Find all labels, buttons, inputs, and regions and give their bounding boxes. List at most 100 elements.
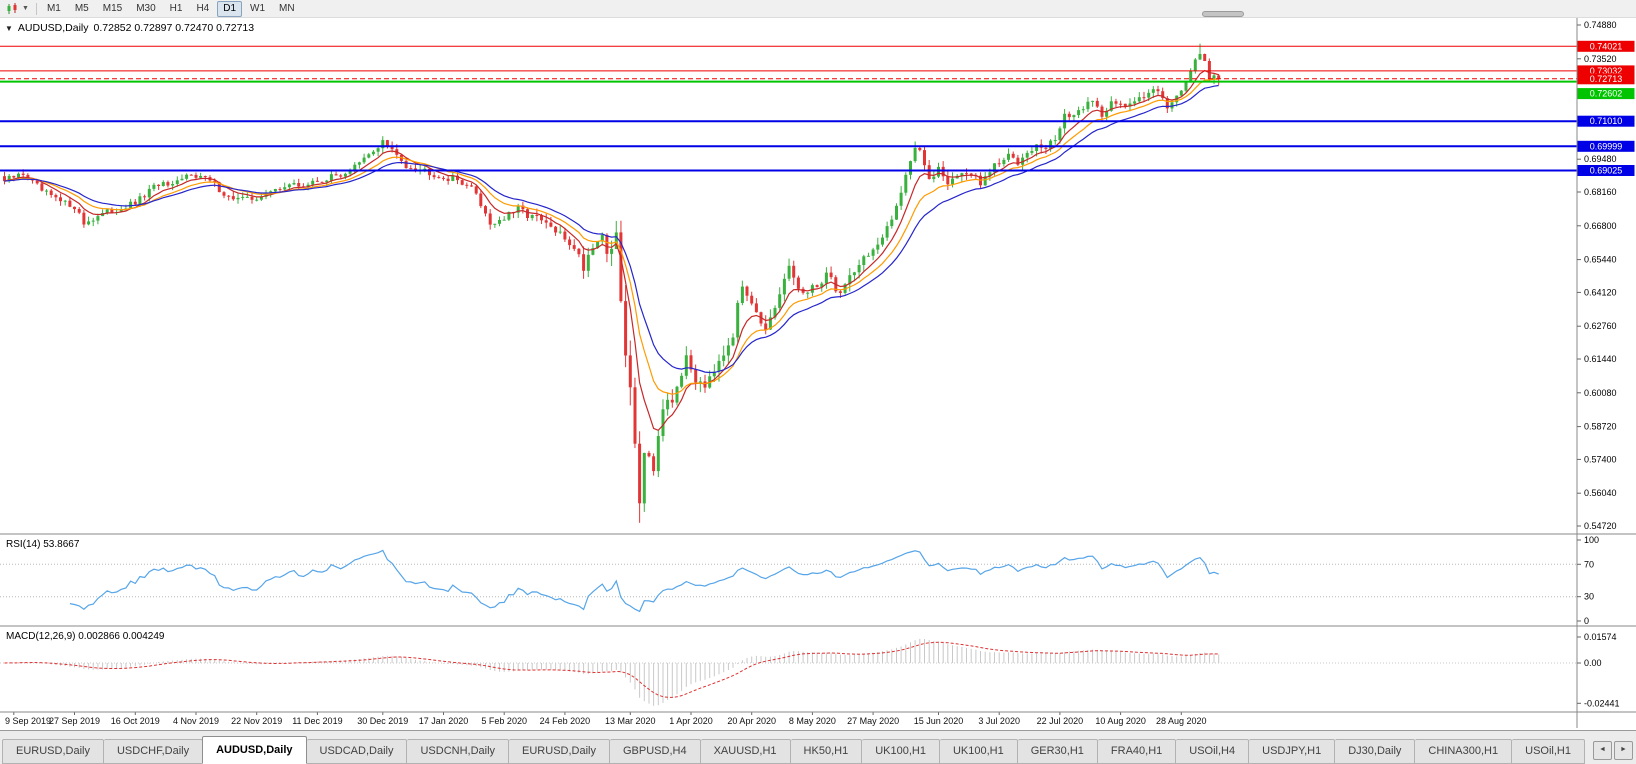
chart-tabs: EURUSD,Daily USDCHF,Daily AUDUSD,Daily USDC…	[2, 736, 1585, 764]
toolbar-separator	[35, 2, 37, 15]
chart-tab-5-eurusd-daily[interactable]: EURUSD,Daily	[509, 739, 610, 764]
svg-text:5 Feb 2020: 5 Feb 2020	[481, 716, 527, 726]
chart-tab-13-usoil-h4[interactable]: USOil,H4	[1176, 739, 1250, 764]
macd-signal-line	[4, 641, 1219, 698]
chart-tab-8-hk50-h1[interactable]: HK50,H1	[790, 739, 863, 764]
price-level-label-0.69025: 0.69025	[1577, 165, 1635, 176]
price-level-label-0.72602: 0.72602	[1577, 88, 1635, 100]
chart-type-button[interactable]: ▼	[3, 2, 32, 15]
svg-text:13 Mar 2020: 13 Mar 2020	[605, 716, 656, 726]
chart-tab-11-ger30-h1[interactable]: GER30,H1	[1017, 739, 1098, 764]
svg-text:16 Oct 2019: 16 Oct 2019	[111, 716, 160, 726]
chart-dropdown-caret[interactable]: ▼	[5, 23, 13, 33]
price-level-label-0.72713: 0.72713	[1577, 73, 1635, 85]
ma-line-mid	[4, 78, 1219, 395]
price-level-label-0.69999: 0.69999	[1577, 140, 1635, 152]
timeframe-toolbar: ▼ M1 M5 M15 M30 H1 H4 D1 W1 MN	[0, 0, 1636, 18]
candles-layer	[3, 43, 1221, 523]
chart-tab-1-usdchf-daily[interactable]: USDCHF,Daily	[103, 739, 204, 764]
svg-text:30: 30	[1584, 592, 1594, 602]
chart-tab-12-fra40-h1[interactable]: FRA40,H1	[1097, 739, 1177, 764]
svg-text:27 Sep 2019: 27 Sep 2019	[49, 716, 100, 726]
svg-text:0.58720: 0.58720	[1584, 422, 1617, 432]
svg-text:0.74880: 0.74880	[1584, 20, 1617, 30]
tabs-scroll-right-button[interactable]: ►	[1614, 741, 1633, 760]
svg-text:1 Apr 2020: 1 Apr 2020	[669, 716, 713, 726]
svg-text:0.00: 0.00	[1584, 658, 1602, 668]
timeframe-button-m15[interactable]: M15	[102, 2, 123, 14]
chart-tab-16-china300-h1[interactable]: CHINA300,H1	[1415, 739, 1513, 764]
chart-tabs-bar: EURUSD,Daily USDCHF,Daily AUDUSD,Daily USDC…	[0, 730, 1636, 764]
chart-tab-0-eurusd-daily[interactable]: EURUSD,Daily	[2, 739, 104, 764]
svg-text:0.69025: 0.69025	[1590, 166, 1623, 176]
timeframe-button-m1[interactable]: M1	[46, 2, 61, 14]
chart-scrollbar-thumb[interactable]	[1202, 11, 1244, 17]
svg-text:0.65440: 0.65440	[1584, 255, 1617, 265]
svg-text:0.68160: 0.68160	[1584, 187, 1617, 197]
svg-text:8 May 2020: 8 May 2020	[789, 716, 836, 726]
svg-text:20 Apr 2020: 20 Apr 2020	[727, 716, 776, 726]
chart-tab-4-usdcnh-daily[interactable]: USDCNH,Daily	[407, 739, 510, 764]
rsi-label: RSI(14) 53.8667	[6, 539, 80, 550]
svg-text:0.60080: 0.60080	[1584, 388, 1617, 398]
timeframe-button-m5[interactable]: M5	[74, 2, 89, 14]
svg-text:0.66800: 0.66800	[1584, 221, 1617, 231]
svg-text:10 Aug 2020: 10 Aug 2020	[1095, 716, 1146, 726]
svg-text:0.57400: 0.57400	[1584, 454, 1617, 464]
timeframe-button-d1[interactable]: D1	[217, 0, 243, 17]
price-level-label-0.74021: 0.74021	[1577, 40, 1635, 52]
svg-text:100: 100	[1584, 535, 1599, 545]
svg-text:15 Jun 2020: 15 Jun 2020	[914, 716, 964, 726]
chart-tab-14-usdjpy-h1[interactable]: USDJPY,H1	[1249, 739, 1336, 764]
svg-text:9 Sep 2019: 9 Sep 2019	[5, 716, 51, 726]
chart-tab-6-gbpusd-h4[interactable]: GBPUSD,H4	[610, 739, 701, 764]
svg-text:22 Nov 2019: 22 Nov 2019	[231, 716, 282, 726]
timeframe-buttons: M1 M5 M15 M30 H1 H4 D1 W1 MN	[41, 0, 301, 17]
svg-text:-0.02441: -0.02441	[1584, 698, 1620, 708]
chart-tab-2-audusd-daily[interactable]: AUDUSD,Daily	[202, 736, 307, 764]
svg-text:0.01574: 0.01574	[1584, 632, 1617, 642]
macd-histogram	[8, 638, 1220, 706]
svg-text:70: 70	[1584, 559, 1594, 569]
svg-text:0: 0	[1584, 616, 1589, 626]
rsi-line	[69, 549, 1219, 613]
ma-line-fast	[4, 69, 1219, 432]
price-axis: 0.74880 0.73520 0.69480 0.68160 0.66800 0.654…	[1576, 18, 1635, 728]
chart-tab-3-usdcad-daily[interactable]: USDCAD,Daily	[306, 739, 408, 764]
chart-window[interactable]: 0.74880 0.73520 0.69480 0.68160 0.66800 0.654…	[0, 18, 1636, 730]
chart-tab-7-xauusd-h1[interactable]: XAUUSD,H1	[700, 739, 791, 764]
svg-text:17 Jan 2020: 17 Jan 2020	[419, 716, 469, 726]
tabs-scroll-left-button[interactable]: ◄	[1593, 741, 1612, 760]
timeframe-button-w1[interactable]: W1	[250, 2, 266, 14]
svg-text:28 Aug 2020: 28 Aug 2020	[1156, 716, 1207, 726]
chart-tab-10-uk100-h1[interactable]: UK100,H1	[939, 739, 1018, 764]
candlestick-chart-icon	[7, 2, 17, 14]
ma-line-slow	[4, 84, 1219, 374]
timeframe-button-mn[interactable]: MN	[279, 2, 295, 14]
svg-text:0.61440: 0.61440	[1584, 354, 1617, 364]
chart-tab-9-uk100-h1[interactable]: UK100,H1	[862, 739, 940, 764]
svg-text:30 Dec 2019: 30 Dec 2019	[357, 716, 408, 726]
timeframe-button-m30[interactable]: M30	[136, 2, 156, 14]
svg-text:0.69999: 0.69999	[1590, 141, 1623, 151]
svg-text:0.69480: 0.69480	[1584, 154, 1617, 164]
svg-text:0.64120: 0.64120	[1584, 287, 1617, 297]
svg-text:4 Nov 2019: 4 Nov 2019	[173, 716, 219, 726]
chart-tab-15-dj30-daily[interactable]: DJ30,Daily	[1335, 739, 1416, 764]
timeframe-button-h1[interactable]: H1	[169, 2, 183, 14]
macd-label: MACD(12,26,9) 0.002866 0.004249	[6, 631, 165, 642]
svg-text:0.72602: 0.72602	[1590, 89, 1623, 99]
svg-text:11 Dec 2019: 11 Dec 2019	[292, 716, 342, 726]
chart-canvas[interactable]: 0.74880 0.73520 0.69480 0.68160 0.66800 0.654…	[0, 18, 1636, 730]
svg-text:0.62760: 0.62760	[1584, 321, 1617, 331]
svg-text:0.54720: 0.54720	[1584, 521, 1617, 531]
svg-text:0.73520: 0.73520	[1584, 54, 1617, 64]
price-level-label-0.73032: 0.73032	[1577, 65, 1635, 77]
svg-text:27 May 2020: 27 May 2020	[847, 716, 899, 726]
svg-text:0.74021: 0.74021	[1590, 41, 1623, 51]
svg-text:0.71010: 0.71010	[1590, 116, 1623, 126]
timeframe-button-h4[interactable]: H4	[196, 2, 210, 14]
chart-tab-17-usoil-h1[interactable]: USOil,H1	[1512, 739, 1585, 764]
svg-text:0.73032: 0.73032	[1590, 66, 1623, 76]
